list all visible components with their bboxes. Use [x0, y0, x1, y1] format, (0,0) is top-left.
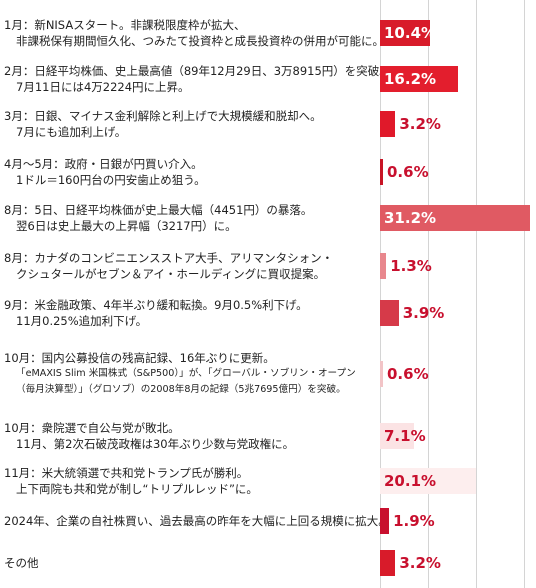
value-label-3: 0.6%: [387, 163, 429, 181]
row-label-line: 10月：衆院選で自公与党が敗北。: [4, 421, 180, 435]
gridline-1: [428, 0, 429, 588]
row-label-line: 3月：日銀、マイナス金利解除と利上げで大規模緩和脱却へ。: [4, 109, 322, 123]
bar-1: [380, 66, 458, 92]
row-label-line: 1月：新NISAスタート。非課税限度枠が拡大、: [4, 18, 246, 32]
row-label-1: 2月：日経平均株価、史上最高値（89年12月29日、3万8915円）を突破。 7月…: [4, 63, 391, 95]
row-label-line: 翌6日は史上最大の上昇幅（3217円）に。: [16, 219, 237, 233]
row-label-9: 11月：米大統領選で共和党トランプ氏が勝利。上下両院も共和党が制し“トリプルレッ…: [4, 465, 376, 497]
value-label-1: 16.2%: [384, 70, 437, 88]
row-label-line: 11月0.25%追加利下げ。: [16, 314, 148, 328]
value-label-5: 1.3%: [390, 257, 432, 275]
row-label-line: 10月：国内公募投信の残高記録、16年ぶりに更新。: [4, 351, 275, 365]
value-label-4: 31.2%: [384, 209, 437, 227]
bar-0: [380, 20, 430, 46]
row-label-line: 2024年、企業の自社株買い、過去最高の昨年を大幅に上回る規模に拡大。: [4, 514, 390, 528]
row-label-5: 8月：カナダのコンビニエンスストア大手、アリマンタシォン・ クシュタールがセブン＆…: [4, 250, 376, 282]
row-label-line: 2月：日経平均株価、史上最高値（89年12月29日、3万8915円）を突破。: [4, 64, 391, 78]
row-label-line: 1ドル＝160円台の円安歯止め狙う。: [16, 173, 206, 187]
row-label-8: 10月：衆院選で自公与党が敗北。 11月、第2次石破茂政権は30年ぶり少数与党政権…: [4, 420, 376, 452]
value-label-2: 3.2%: [399, 115, 441, 133]
row-label-11: その他: [4, 555, 376, 571]
bar-8: [380, 423, 415, 449]
row-label-6: 9月：米金融政策、4年半ぶり緩和転換。9月0.5%利下げ。 11月0.25%追加利…: [4, 297, 376, 329]
value-label-7: 0.6%: [387, 365, 429, 383]
bar-10: [380, 508, 390, 534]
bar-7: [380, 361, 383, 387]
gridline-0: [380, 0, 381, 588]
gridline-3: [524, 0, 525, 588]
row-label-line: （毎月決算型）」（グロソブ）の2008年8月の記録（5兆7695億円）を突破。: [16, 384, 346, 395]
row-label-2: 3月：日銀、マイナス金利解除と利上げで大規模緩和脱却へ。 7月にも追加利上げ。: [4, 108, 376, 140]
row-label-line: 8月：カナダのコンビニエンスストア大手、アリマンタシォン・: [4, 251, 334, 265]
row-label-3: 4月～5月：政府・日銀が円買い介入。 1ドル＝160円台の円安歯止め狙う。: [4, 156, 376, 188]
bar-4: [380, 205, 530, 231]
bar-11: [380, 550, 396, 576]
value-label-0: 10.4%: [384, 24, 437, 42]
row-label-line: 7月にも追加利上げ。: [16, 125, 127, 139]
value-label-6: 3.9%: [402, 304, 445, 322]
row-label-7: 10月：国内公募投信の残高記録、16年ぶりに更新。「eMAXIS Slim 米国…: [4, 350, 376, 398]
row-label-line: 11月：米大統領選で共和党トランプ氏が勝利。: [4, 466, 249, 480]
value-label-9: 20.1%: [384, 472, 437, 490]
value-label-10: 1.9%: [393, 512, 435, 530]
value-label-8: 7.1%: [384, 427, 426, 445]
row-label-line: クシュタールがセブン＆アイ・ホールディングに買収提案。: [16, 267, 326, 281]
bar-9: [380, 468, 477, 494]
row-label-line: 7月11日には4万2224円に上昇。: [16, 80, 190, 94]
row-label-line: 「eMAXIS Slim 米国株式（S&P500）」が、「グローバル・ソブリン・…: [16, 368, 356, 379]
row-label-0: 1月：新NISAスタート。非課税限度枠が拡大、非課税保有期間恒久化、つみたて投資…: [4, 17, 384, 49]
row-label-4: 8月：5日、日経平均株価が史上最大幅（4451円）の暴落。翌6日は史上最大の上昇…: [4, 202, 376, 234]
value-label-11: 3.2%: [399, 554, 441, 572]
row-label-line: 11月、第2次石破茂政権は30年ぶり少数与党政権に。: [16, 437, 295, 451]
bar-3: [380, 159, 383, 185]
bar-2: [380, 111, 396, 137]
row-label-line: 9月：米金融政策、4年半ぶり緩和転換。9月0.5%利下げ。: [4, 298, 308, 312]
row-label-line: 4月～5月：政府・日銀が円買い介入。: [4, 157, 203, 171]
bar-5: [380, 253, 387, 279]
row-label-line: 非課税保有期間恒久化、つみたて投資枠と成長投資枠の併用が可能に。: [16, 34, 384, 48]
gridline-2: [476, 0, 477, 588]
row-label-10: 2024年、企業の自社株買い、過去最高の昨年を大幅に上回る規模に拡大。: [4, 513, 390, 529]
row-label-line: 上下両院も共和党が制し“トリプルレッド”に。: [16, 482, 258, 496]
row-label-line: 8月：5日、日経平均株価が史上最大幅（4451円）の暴落。: [4, 203, 313, 217]
bar-6: [380, 300, 399, 326]
row-label-line: その他: [4, 556, 39, 570]
